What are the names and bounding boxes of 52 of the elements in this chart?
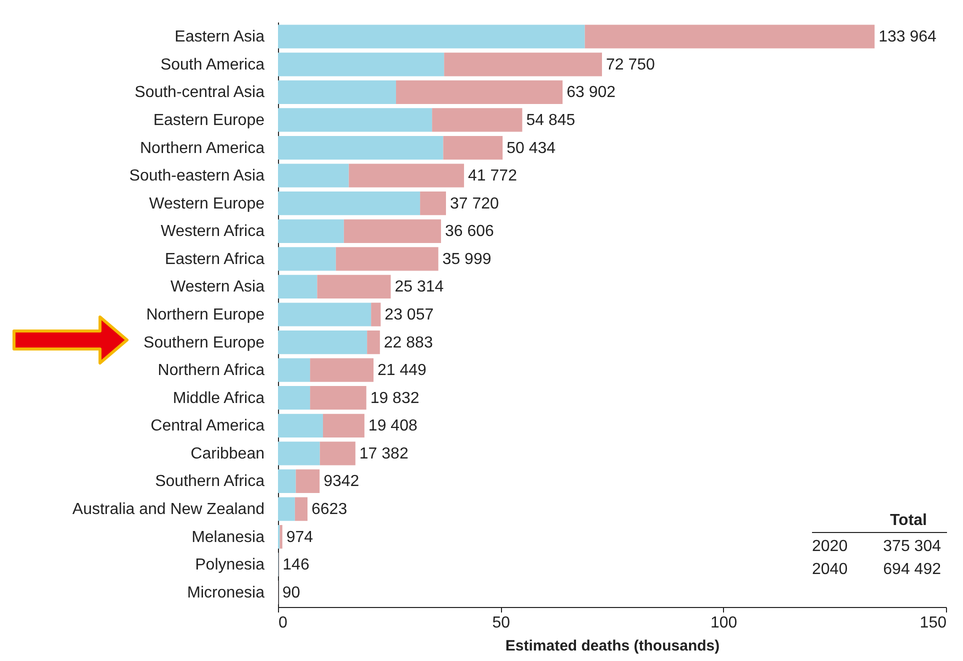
y-tick-label: Eastern Africa [164, 250, 265, 268]
annotation: 2020 [812, 538, 848, 556]
annotation: 694 492 [883, 561, 941, 579]
y-tick-label: South-eastern Asia [129, 168, 265, 185]
total-label: 19 832 [370, 390, 420, 407]
x-tick-label: 50 [492, 614, 510, 632]
x-axis-title: Estimated deaths (thousands) [505, 638, 720, 654]
y-tick-label: Caribbean [190, 445, 264, 462]
y-tick-label: Eastern Europe [153, 112, 265, 129]
total-label: 36 606 [445, 223, 494, 240]
total-label: 9342 [324, 473, 360, 490]
total-label: 22 883 [384, 334, 433, 352]
total-label: 19 408 [368, 418, 418, 435]
y-tick-label: Western Asia [170, 278, 265, 296]
y-tick-label: Western Europe [149, 195, 265, 212]
total-label: 54 845 [526, 112, 576, 129]
y-tick-label: Southern Europe [144, 334, 265, 352]
y-tick-label: Northern America [140, 140, 265, 157]
total-label: 35 999 [442, 250, 492, 268]
y-tick-label: Melanesia [192, 528, 265, 546]
total-label: 50 434 [506, 140, 556, 157]
annotation: 2040 [812, 561, 848, 579]
x-tick-label: 0 [278, 614, 288, 632]
total-label: 72 750 [606, 56, 656, 74]
total-label: 90 [282, 584, 300, 602]
total-label: 6623 [311, 501, 348, 518]
total-label: 23 057 [384, 306, 434, 324]
x-tick-label: 100 [710, 614, 738, 632]
y-tick-label: Micronesia [187, 584, 265, 602]
total-label: 37 720 [450, 195, 500, 212]
y-tick-label: Middle Africa [172, 390, 265, 407]
x-tick-label: 150 [920, 614, 947, 632]
y-tick-label: Southern Africa [155, 473, 265, 490]
total-label: 41 772 [468, 168, 518, 185]
annotation: Total [812, 512, 947, 533]
y-tick-label: Central America [150, 418, 265, 435]
annotation: 375 304 [883, 538, 941, 556]
y-tick-label: South-central Asia [134, 84, 265, 102]
total-label: 63 902 [566, 84, 616, 102]
y-tick-label: Northern Africa [158, 362, 265, 380]
y-tick-label: Northern Europe [146, 306, 265, 324]
y-tick-label: Polynesia [195, 556, 265, 574]
total-label: 974 [286, 528, 314, 546]
total-label: 17 382 [359, 445, 408, 462]
total-label: 133 964 [878, 28, 937, 46]
total-label: 21 449 [378, 362, 427, 380]
y-tick-label: South America [160, 56, 265, 74]
y-tick-label: Australia and New Zealand [72, 501, 264, 518]
y-tick-label: Western Africa [160, 223, 265, 240]
total-label: 25 314 [394, 278, 444, 296]
y-tick-label: Eastern Asia [174, 28, 265, 46]
total-label: 146 [282, 556, 310, 574]
